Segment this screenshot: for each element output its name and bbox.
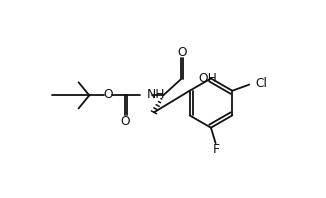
Text: O: O xyxy=(177,46,186,59)
Text: F: F xyxy=(213,143,220,156)
Text: Cl: Cl xyxy=(255,77,267,90)
Text: O: O xyxy=(121,115,130,128)
Text: O: O xyxy=(103,88,112,101)
Text: OH: OH xyxy=(199,72,217,85)
Text: NH: NH xyxy=(146,88,165,101)
